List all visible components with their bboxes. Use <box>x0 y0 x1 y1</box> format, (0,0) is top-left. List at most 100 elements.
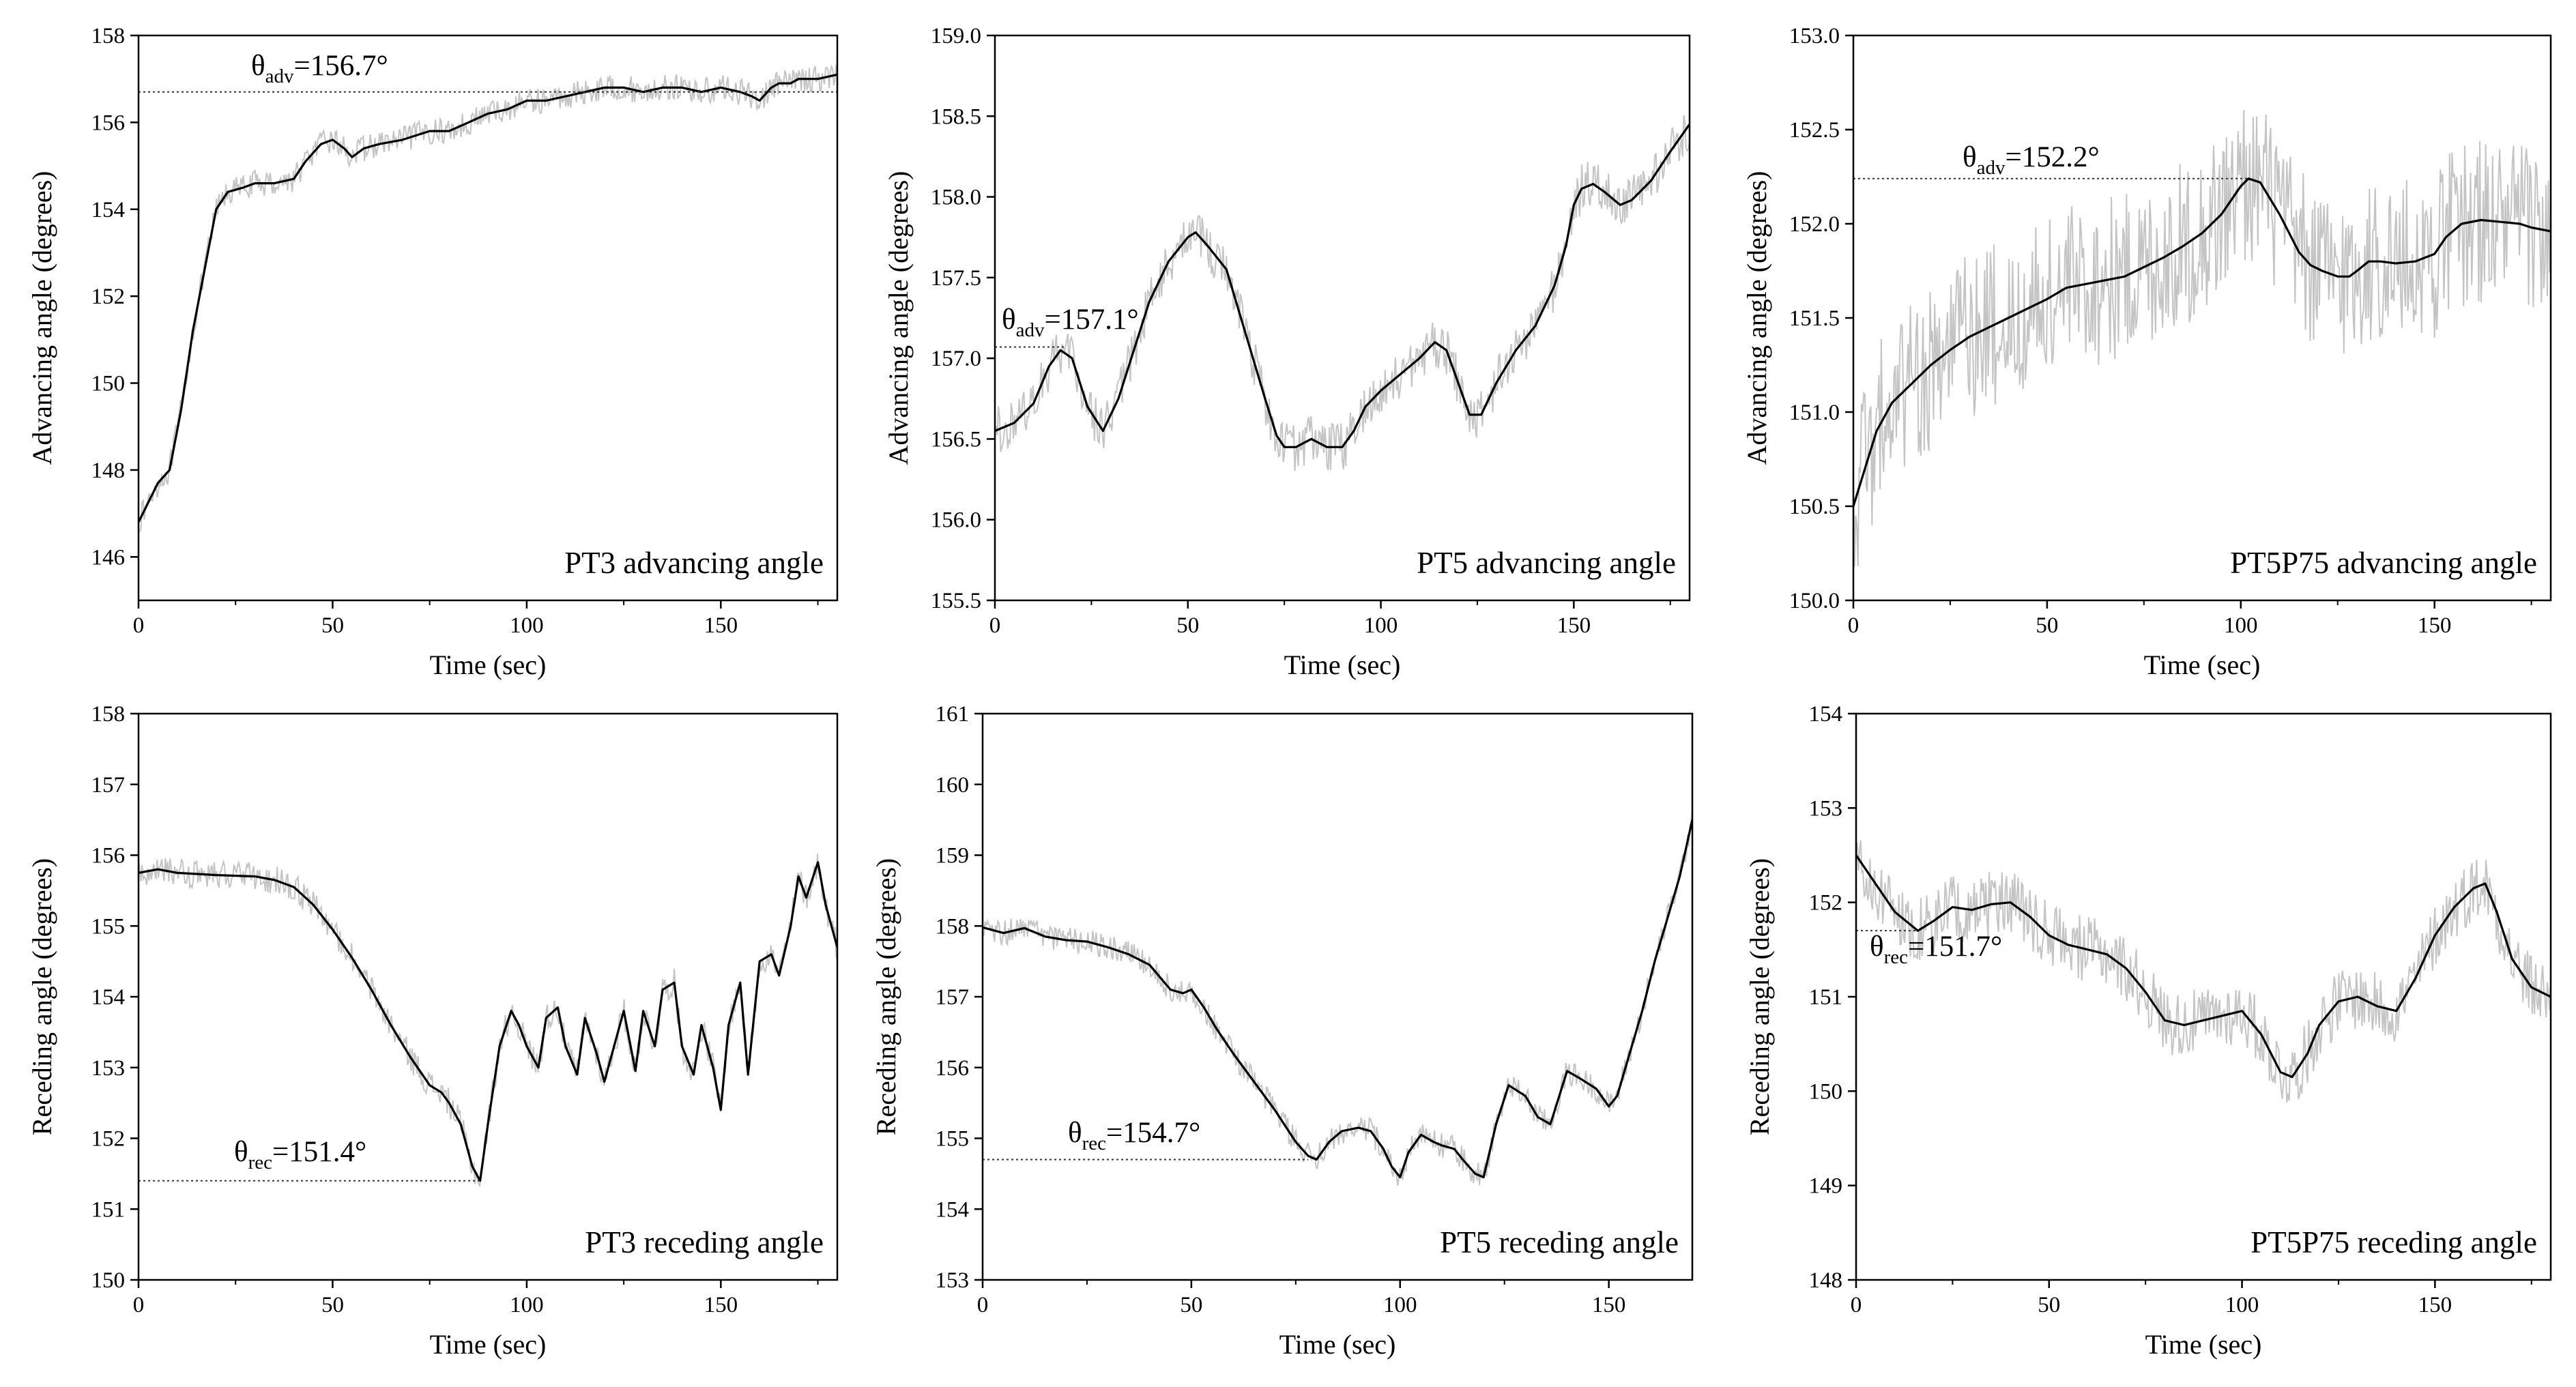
plot-frame <box>994 34 1691 602</box>
y-tick-label: 153 <box>1809 796 1843 821</box>
y-tick-label: 146 <box>91 545 126 570</box>
y-tick-label: 153.0 <box>1789 24 1840 48</box>
annotation-symbol: θ <box>1002 304 1016 336</box>
y-tick-label: 151.5 <box>1789 306 1840 331</box>
y-tick-label: 158 <box>91 24 126 48</box>
raw-data-trace <box>1856 840 2551 1103</box>
annotation-subscript: rec <box>1884 946 1908 968</box>
chart-panel-1: 0 50 100 150 146 148 150 152 154 156 158 Time (sec)… <box>27 24 839 680</box>
y-tick-label: 155 <box>936 1127 970 1152</box>
x-axis-title: Time (sec) <box>2144 649 2261 680</box>
y-tick-label: 156 <box>91 111 126 135</box>
y-tick-label: 159.0 <box>931 24 981 48</box>
y-tick-label: 150 <box>91 372 126 396</box>
y-tick-label: 156 <box>936 1056 970 1081</box>
y-tick-label: 156.5 <box>931 427 981 452</box>
y-tick-label: 151.0 <box>1789 400 1840 425</box>
y-tick-label: 152.5 <box>1789 118 1840 143</box>
y-tick-label: 157.5 <box>931 266 981 291</box>
y-tick-label: 154 <box>91 985 126 1010</box>
y-axis-title: Receding angle (degrees) <box>27 858 57 1135</box>
annotation-subscript: rec <box>248 1152 272 1173</box>
x-axis-title: Time (sec) <box>1284 649 1401 680</box>
annotation-symbol: θ <box>1068 1117 1082 1149</box>
y-tick-label: 159 <box>936 844 970 868</box>
y-tick-label: 148 <box>91 458 126 483</box>
smoothed-curve <box>1853 177 2551 507</box>
raw-data-trace <box>1853 109 2551 567</box>
y-tick-label: 148 <box>1809 1268 1843 1293</box>
smoothed-curve <box>1856 854 2551 1079</box>
x-tick-label: 100 <box>510 613 544 638</box>
annotation-value: =152.2° <box>2005 141 2099 173</box>
y-tick-label: 156 <box>91 844 126 868</box>
y-tick-label: 153 <box>936 1268 970 1293</box>
smoothed-curve <box>995 123 1690 448</box>
annotation-value: =154.7° <box>1106 1117 1200 1149</box>
x-tick-label: 100 <box>1364 613 1398 638</box>
annotation-label: θrec=151.4° <box>234 1136 366 1173</box>
y-axis-title: Advancing angle (degrees) <box>1741 171 1772 465</box>
y-tick-label: 155.5 <box>931 589 981 613</box>
y-axis-title: Advancing angle (degrees) <box>883 171 914 465</box>
y-tick-label: 150.0 <box>1789 589 1840 613</box>
y-axis-title: Receding angle (degrees) <box>871 858 901 1135</box>
x-tick-label: 100 <box>1383 1293 1417 1317</box>
x-tick-label: 150 <box>1557 613 1591 638</box>
annotation-subscript: adv <box>1016 319 1045 341</box>
annotation-symbol: θ <box>1870 931 1884 963</box>
x-tick-label: 100 <box>2224 613 2258 638</box>
y-axis-title: Advancing angle (degrees) <box>27 171 57 465</box>
chart-panel-3: 0 50 100 150 150.0 150.5 151.0 151.5 152.0 152.5 1… <box>1741 24 2552 680</box>
chart-panel-4: 0 50 100 150 150 151 152 153 154 155 156 157 158 Time… <box>27 702 839 1360</box>
y-tick-label: 154 <box>936 1197 970 1222</box>
plot-frame <box>1852 34 2552 602</box>
y-tick-label: 157 <box>936 985 970 1010</box>
chart-panel-5: 0 50 100 150 153 154 155 156 157 158 159 160 161 Time… <box>871 702 1694 1360</box>
annotation-label: θadv=152.2° <box>1963 141 2100 179</box>
annotation-value: =156.7° <box>293 50 388 82</box>
panel-title: PT3 receding angle <box>585 1225 824 1259</box>
y-tick-label: 154 <box>91 198 126 222</box>
chart-panel-2: 0 50 100 150 155.5 156.0 156.5 157.0 157.5 158.0 1… <box>883 24 1691 680</box>
x-axis-title: Time (sec) <box>1279 1329 1396 1360</box>
x-tick-label: 50 <box>2036 613 2058 638</box>
x-tick-label: 0 <box>133 1293 145 1317</box>
annotation-label: θrec=154.7° <box>1068 1117 1200 1154</box>
y-tick-label: 160 <box>936 773 970 798</box>
y-tick-label: 152 <box>91 284 126 309</box>
annotation-label: θadv=157.1° <box>1002 304 1139 341</box>
x-tick-label: 150 <box>2418 1293 2452 1317</box>
x-tick-label: 0 <box>1851 1293 1862 1317</box>
x-tick-label: 150 <box>704 613 738 638</box>
x-tick-label: 100 <box>2225 1293 2259 1317</box>
x-tick-label: 0 <box>977 1293 989 1317</box>
y-tick-label: 152.0 <box>1789 212 1840 237</box>
plot-frame <box>137 34 839 602</box>
panel-title: PT5P75 receding angle <box>2251 1225 2537 1259</box>
y-tick-label: 152 <box>91 1127 126 1152</box>
y-tick-label: 150.5 <box>1789 495 1840 519</box>
y-tick-label: 149 <box>1809 1174 1843 1199</box>
raw-data-trace <box>139 64 837 534</box>
y-tick-label: 158.0 <box>931 186 981 210</box>
annotation-value: =157.1° <box>1044 304 1138 336</box>
x-tick-label: 150 <box>2418 613 2452 638</box>
y-tick-label: 157.0 <box>931 347 981 371</box>
x-tick-label: 50 <box>1176 613 1199 638</box>
x-tick-label: 50 <box>321 1293 344 1317</box>
y-tick-label: 150 <box>91 1268 126 1293</box>
y-tick-label: 150 <box>1809 1079 1843 1104</box>
y-tick-label: 151 <box>1809 985 1843 1010</box>
panel-title: PT5P75 advancing angle <box>2230 546 2537 580</box>
annotation-label: θadv=156.7° <box>251 50 388 87</box>
smoothed-curve <box>139 861 837 1182</box>
annotation-label: θrec=151.7° <box>1870 931 2002 968</box>
annotation-symbol: θ <box>234 1136 248 1168</box>
raw-data-trace <box>995 115 1690 471</box>
plot-frame <box>1855 712 2552 1281</box>
y-tick-label: 161 <box>936 702 970 727</box>
y-tick-label: 151 <box>91 1197 126 1222</box>
annotation-value: =151.4° <box>272 1136 366 1168</box>
